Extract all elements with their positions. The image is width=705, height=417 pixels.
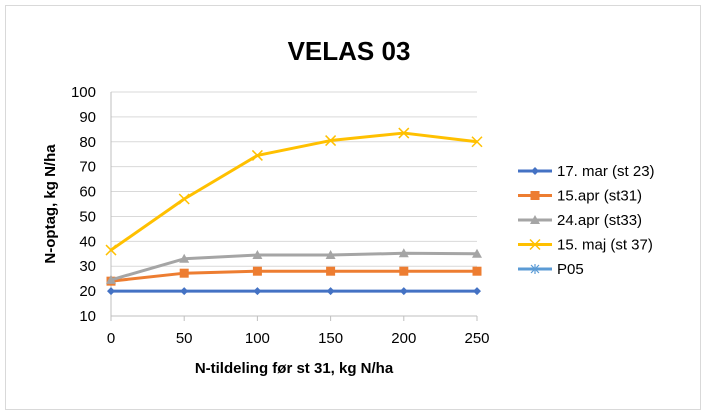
y-tick-label: 90: [79, 109, 96, 126]
y-tick-label: 10: [79, 308, 96, 325]
y-tick-label: 70: [79, 159, 96, 176]
data-point: [399, 287, 408, 296]
legend-label: 17. mar (st 23): [557, 163, 655, 180]
y-tick-label: 30: [79, 258, 96, 275]
y-tick-label: 100: [71, 84, 96, 101]
x-tick-label: 0: [107, 330, 115, 347]
data-point: [252, 250, 263, 260]
data-point: [179, 268, 189, 278]
x-tick-label: 50: [176, 330, 193, 347]
data-point: [252, 266, 262, 276]
data-point: [471, 136, 483, 148]
legend-label: 15.apr (st31): [557, 188, 642, 205]
series-line: [110, 131, 478, 252]
x-tick-label: 200: [391, 330, 416, 347]
x-tick-label: 150: [318, 330, 343, 347]
y-axis-label: N-optag, kg N/ha: [42, 144, 59, 264]
data-point: [180, 287, 189, 296]
data-point: [326, 287, 335, 296]
chart-title: VELAS 03: [288, 36, 411, 66]
data-point: [251, 149, 263, 161]
data-point: [253, 287, 262, 296]
chart-frame: [5, 5, 701, 410]
data-point: [326, 266, 336, 276]
data-point: [398, 248, 409, 258]
data-point: [398, 127, 410, 139]
y-tick-label: 60: [79, 184, 96, 201]
legend-marker: [531, 167, 539, 175]
data-point: [105, 244, 117, 256]
data-point: [107, 287, 115, 296]
data-point: [472, 266, 482, 276]
data-point: [179, 253, 190, 263]
y-tick-label: 80: [79, 134, 96, 151]
series-line: [110, 269, 477, 283]
y-tick-label: 40: [79, 233, 96, 250]
data-point: [325, 135, 337, 147]
y-tick-label: 50: [79, 208, 96, 225]
data-point: [106, 274, 116, 284]
legend-marker: [530, 264, 540, 274]
legend-marker: [529, 238, 541, 251]
legend-marker: [530, 215, 540, 224]
legend-marker: [530, 191, 540, 200]
data-point: [472, 248, 482, 258]
legend-label: 24.apr (st33): [557, 212, 642, 229]
data-point: [473, 287, 481, 296]
legend-label: P05: [557, 261, 584, 278]
y-tick-label: 20: [79, 283, 96, 300]
x-axis-label: N-tildeling før st 31, kg N/ha: [195, 360, 394, 377]
x-tick-label: 250: [464, 330, 489, 347]
data-point: [325, 250, 336, 260]
data-point: [399, 266, 409, 276]
series-line: [110, 251, 478, 282]
x-tick-label: 100: [245, 330, 270, 347]
legend-label: 15. maj (st 37): [557, 237, 653, 254]
data-point: [178, 193, 190, 205]
